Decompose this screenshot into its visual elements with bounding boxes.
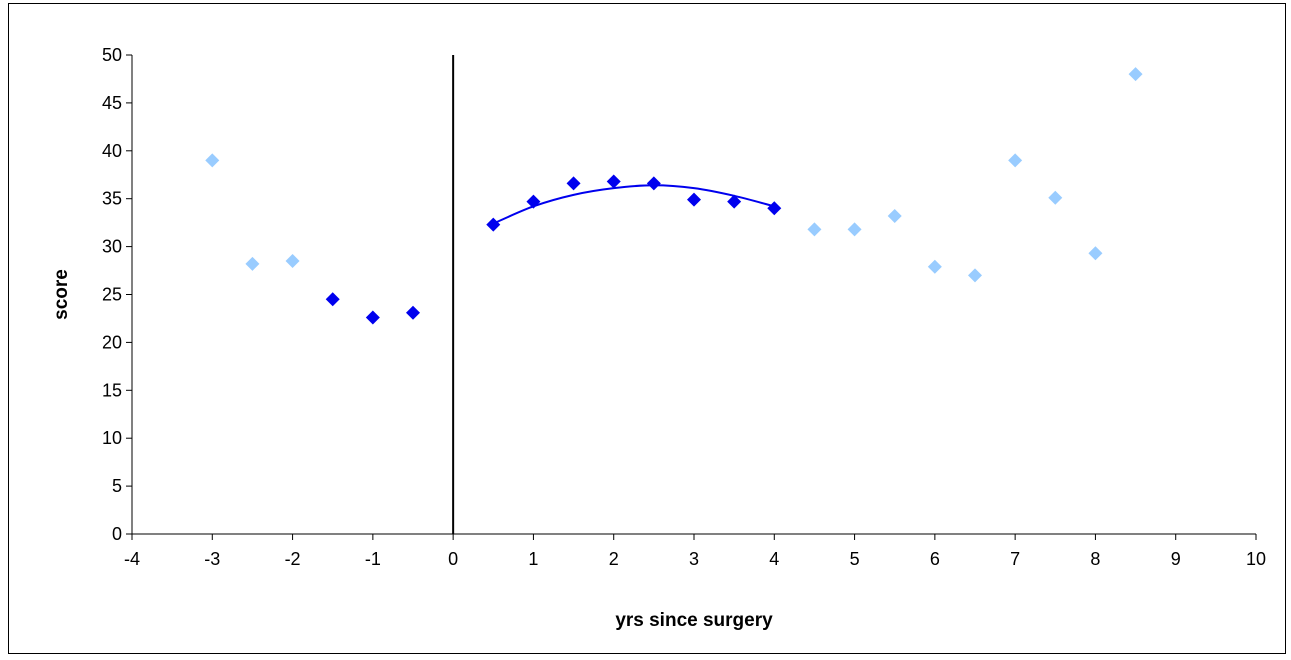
- x-tick-label: 0: [448, 549, 458, 569]
- light-data-point: [1008, 153, 1023, 168]
- x-tick-label: 1: [528, 549, 538, 569]
- x-tick-label: 8: [1090, 549, 1100, 569]
- x-tick-label: 10: [1246, 549, 1266, 569]
- dark-data-point: [566, 176, 581, 191]
- y-tick-label: 20: [102, 332, 122, 352]
- dark-data-point: [727, 194, 742, 209]
- dark-data-point: [606, 174, 621, 189]
- y-tick-label: 10: [102, 428, 122, 448]
- y-tick-label: 50: [102, 45, 122, 65]
- light-data-point: [887, 208, 902, 223]
- light-data-point: [1048, 190, 1063, 205]
- light-data-point: [968, 268, 982, 283]
- light-data-point: [847, 222, 862, 237]
- y-axis-title: score: [51, 269, 72, 320]
- dark-data-point: [406, 305, 420, 320]
- x-tick-label: 7: [1010, 549, 1020, 569]
- dark-data-point: [646, 176, 661, 191]
- x-tick-label: -3: [204, 549, 220, 569]
- x-tick-label: 6: [930, 549, 940, 569]
- light-data-point: [205, 153, 220, 168]
- y-tick-label: 25: [102, 285, 122, 305]
- y-tick-label: 40: [102, 141, 122, 161]
- dark-data-point: [526, 194, 541, 209]
- x-tick-label: 2: [609, 549, 619, 569]
- y-tick-label: 15: [102, 380, 122, 400]
- x-tick-label: -4: [124, 549, 140, 569]
- x-tick-label: 3: [689, 549, 699, 569]
- y-tick-label: 30: [102, 237, 122, 257]
- x-axis-title: yrs since surgery: [615, 610, 773, 631]
- light-data-point: [1088, 246, 1103, 261]
- light-data-point: [285, 253, 300, 268]
- light-data-point: [807, 222, 822, 237]
- x-tick-label: 5: [850, 549, 860, 569]
- y-tick-label: 5: [112, 476, 122, 496]
- y-tick-label: 0: [112, 524, 122, 544]
- x-tick-label: -1: [365, 549, 381, 569]
- x-tick-label: 4: [769, 549, 779, 569]
- dark-data-point: [365, 310, 380, 325]
- x-tick-label: 9: [1171, 549, 1181, 569]
- y-tick-label: 45: [102, 93, 122, 113]
- dark-data-point: [486, 217, 501, 232]
- light-data-point: [927, 259, 942, 274]
- light-data-point: [245, 256, 260, 271]
- dark-data-point: [687, 192, 701, 207]
- dark-data-point: [767, 201, 782, 216]
- chart-frame: [8, 3, 1286, 654]
- y-tick-label: 35: [102, 189, 122, 209]
- x-tick-label: -2: [285, 549, 301, 569]
- data-points: [205, 67, 1143, 325]
- light-data-point: [1128, 67, 1143, 82]
- dark-data-point: [325, 292, 340, 307]
